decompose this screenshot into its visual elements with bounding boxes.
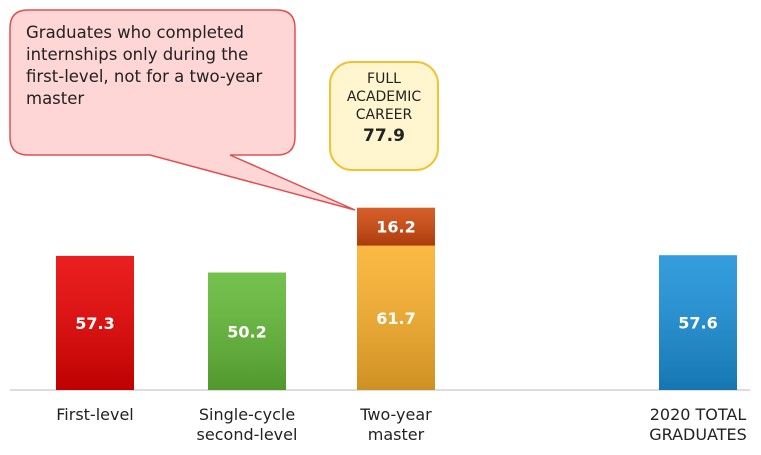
career-box bbox=[329, 61, 439, 171]
x-tick-label: Single-cycle second-level bbox=[196, 405, 298, 444]
bar-shade bbox=[56, 255, 134, 390]
bar-value-label: 57.6 bbox=[678, 314, 717, 333]
career-box-text: FULL ACADEMIC CAREER 77.9 bbox=[333, 70, 435, 148]
x-tick-label: Two-year master bbox=[360, 405, 432, 444]
career-label: FULL ACADEMIC CAREER bbox=[346, 71, 422, 123]
bar-value-label: 50.2 bbox=[227, 322, 266, 341]
bar-shade bbox=[208, 272, 286, 390]
bar-shade bbox=[357, 207, 435, 246]
bar-value-label: 61.7 bbox=[376, 309, 415, 328]
career-value: 77.9 bbox=[363, 126, 405, 146]
bar-shade bbox=[659, 255, 737, 390]
x-tick-label: First-level bbox=[56, 405, 134, 424]
bar-value-label: 16.2 bbox=[376, 218, 415, 237]
bar-value-label: 57.3 bbox=[75, 314, 114, 333]
callout-text: Graduates who completed internships only… bbox=[26, 23, 263, 108]
x-tick-label: 2020 TOTAL GRADUATES bbox=[649, 405, 747, 444]
callout-bubble bbox=[9, 9, 356, 211]
bar-shade bbox=[357, 245, 435, 390]
